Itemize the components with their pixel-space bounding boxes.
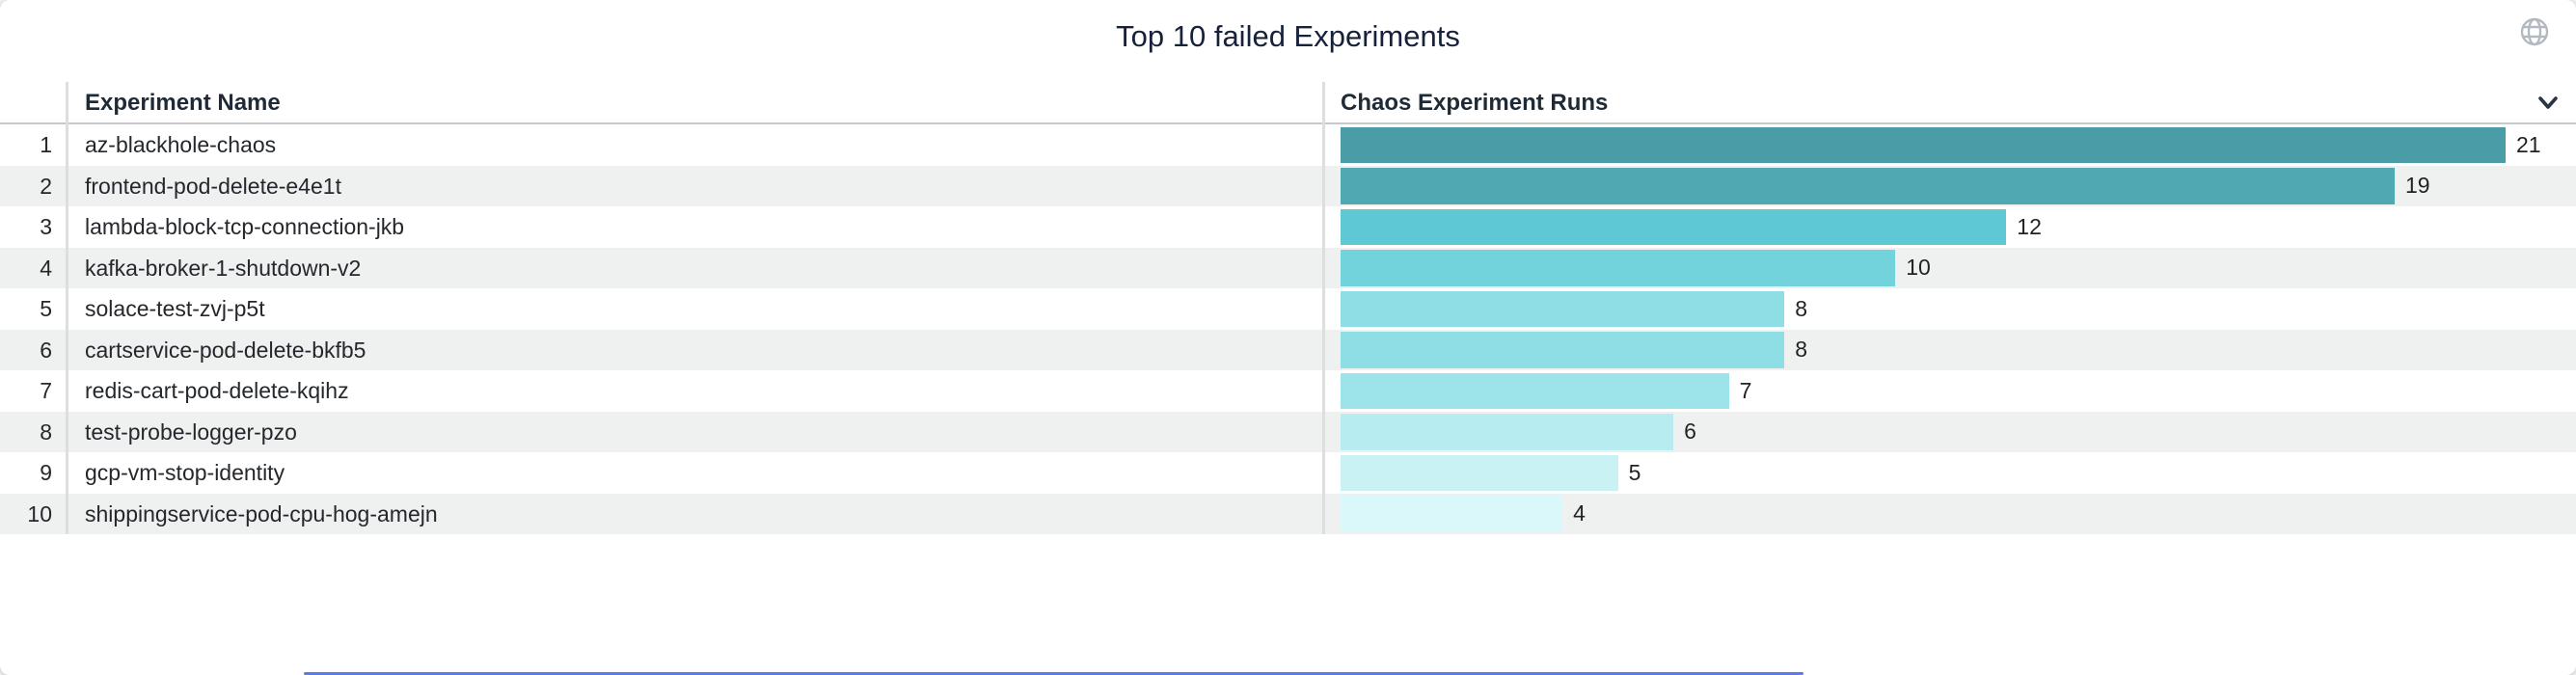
row-rank: 10 — [27, 500, 52, 526]
experiment-runs-bar[interactable] — [1341, 168, 2395, 204]
row-rank: 5 — [40, 296, 52, 321]
table-row[interactable]: 8 test-probe-logger-pzo 6 — [0, 411, 2576, 452]
experiment-name: gcp-vm-stop-identity — [85, 460, 285, 485]
table-row[interactable]: 6 cartservice-pod-delete-bkfb5 8 — [0, 329, 2576, 370]
row-rank: 9 — [40, 460, 52, 485]
experiment-runs-bar[interactable] — [1341, 454, 1618, 491]
table-row[interactable]: 3 lambda-block-tcp-connection-jkb 12 — [0, 206, 2576, 248]
experiment-runs-bar[interactable] — [1341, 332, 1785, 368]
rank-column-divider — [66, 82, 68, 534]
experiment-runs-bar[interactable] — [1341, 372, 1729, 409]
bar-cell: 8 — [1341, 290, 2576, 327]
bar-cell: 5 — [1341, 454, 2576, 491]
table-row[interactable]: 1 az-blackhole-chaos 21 — [0, 124, 2576, 166]
bar-cell: 4 — [1341, 496, 2576, 532]
experiment-runs-bar[interactable] — [1341, 290, 1785, 327]
row-rank: 2 — [40, 173, 52, 199]
bar-cell: 10 — [1341, 250, 2576, 286]
experiment-runs-bar[interactable] — [1341, 496, 1563, 532]
globe-icon[interactable] — [2518, 15, 2551, 48]
bar-value-label: 12 — [2017, 213, 2042, 239]
row-rank: 4 — [40, 255, 52, 281]
experiment-name: shippingservice-pod-cpu-hog-amejn — [85, 500, 438, 526]
bar-column-divider — [1322, 82, 1325, 534]
experiment-runs-bar[interactable] — [1341, 250, 1896, 286]
table-row[interactable]: 5 solace-test-zvj-p5t 8 — [0, 288, 2576, 330]
table-row[interactable]: 2 frontend-pod-delete-e4e1t 19 — [0, 165, 2576, 206]
bar-value-label: 10 — [1906, 255, 1931, 280]
bar-value-label: 6 — [1684, 418, 1696, 444]
table-header: Experiment Name Chaos Experiment Runs — [0, 82, 2576, 124]
column-header-chaos-experiment-runs[interactable]: Chaos Experiment Runs — [1341, 90, 1609, 116]
bar-cell: 8 — [1341, 332, 2576, 368]
experiment-name: kafka-broker-1-shutdown-v2 — [85, 255, 362, 281]
experiment-name: test-probe-logger-pzo — [85, 418, 297, 445]
row-rank: 1 — [40, 132, 52, 157]
table-row[interactable]: 7 redis-cart-pod-delete-kqihz 7 — [0, 370, 2576, 412]
experiment-runs-bar[interactable] — [1341, 126, 2506, 163]
experiment-name: lambda-block-tcp-connection-jkb — [85, 214, 405, 239]
table-row[interactable]: 9 gcp-vm-stop-identity 5 — [0, 452, 2576, 494]
bar-value-label: 7 — [1739, 377, 1752, 403]
bar-cell: 6 — [1341, 414, 2576, 450]
bar-cell: 19 — [1341, 168, 2576, 204]
row-rank: 3 — [40, 214, 52, 239]
experiment-runs-bar[interactable] — [1341, 208, 2007, 245]
bar-value-label: 5 — [1628, 459, 1641, 485]
bar-cell: 12 — [1341, 208, 2576, 245]
table-body: 1 az-blackhole-chaos 21 2 frontend-pod-delet… — [0, 124, 2576, 534]
bar-value-label: 8 — [1795, 295, 1807, 321]
table-row[interactable]: 10 shippingservice-pod-cpu-hog-amejn 4 — [0, 493, 2576, 534]
column-header-experiment-name[interactable]: Experiment Name — [85, 90, 281, 116]
bar-value-label: 8 — [1795, 337, 1807, 362]
row-rank: 6 — [40, 337, 52, 363]
bar-value-label: 4 — [1573, 500, 1586, 526]
experiment-runs-bar[interactable] — [1341, 414, 1674, 450]
bar-value-label: 21 — [2516, 131, 2541, 157]
bar-cell: 21 — [1341, 126, 2576, 163]
experiment-name: frontend-pod-delete-e4e1t — [85, 173, 341, 199]
bar-value-label: 19 — [2404, 173, 2430, 198]
table-row[interactable]: 4 kafka-broker-1-shutdown-v2 10 — [0, 247, 2576, 288]
experiment-name: redis-cart-pod-delete-kqihz — [85, 378, 349, 403]
experiment-name: solace-test-zvj-p5t — [85, 296, 265, 321]
bar-cell: 7 — [1341, 372, 2576, 409]
row-rank: 7 — [40, 378, 52, 403]
experiment-name: az-blackhole-chaos — [85, 132, 277, 157]
page-title: Top 10 failed Experiments — [1116, 19, 1460, 53]
experiment-name: cartservice-pod-delete-bkfb5 — [85, 337, 366, 363]
chevron-down-icon[interactable] — [2535, 90, 2561, 115]
row-rank: 8 — [40, 418, 52, 445]
bottom-accent-line — [304, 672, 1803, 675]
